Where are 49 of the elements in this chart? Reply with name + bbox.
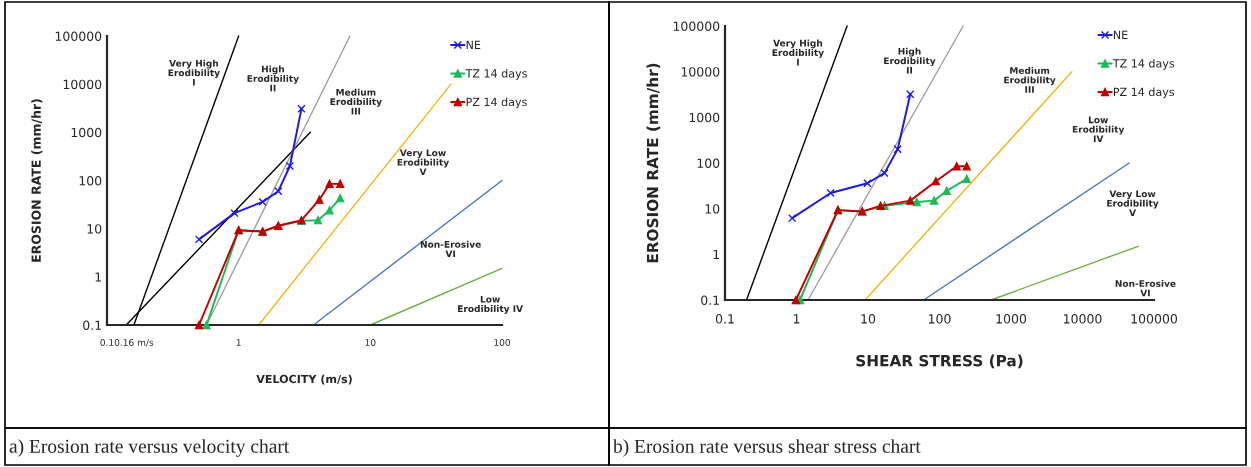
y-tick-label: 1: [95, 272, 101, 282]
y-tick-label: 1000: [689, 112, 720, 123]
y-axis-title: EROSION RATE (mm/hr): [31, 99, 43, 262]
y-tick-label: 100: [79, 175, 102, 186]
legend-label: NE: [1113, 30, 1128, 39]
y-tick-label: 0.1: [701, 295, 719, 305]
y-tick-label: 10000: [681, 67, 720, 77]
x-axis-title: SHEAR STRESS (Pa): [856, 354, 1023, 369]
y-axis-title: EROSION RATE (mm/hr): [646, 63, 661, 263]
annotation: Very High Erodibility I: [168, 59, 220, 86]
x-tick-label: 10: [861, 314, 876, 324]
x-tick-label: 1000: [996, 314, 1027, 324]
y-tick-label: 1000: [71, 127, 102, 138]
legend-label: TZ 14 days: [465, 68, 527, 80]
y-tick-label: 100: [697, 158, 720, 168]
x-tick-label: 100: [928, 314, 951, 324]
annotation: Very Low Erodibility V: [1107, 190, 1159, 217]
legend-label: TZ 14 days: [1112, 58, 1175, 70]
annotation: Medium Erodibility III: [1004, 66, 1056, 93]
annotation: Non-Erosive VI: [1115, 279, 1176, 297]
y-tick-label: 1: [713, 249, 719, 260]
annotation: Low Erodibility IV: [458, 295, 524, 314]
y-tick-label: 10: [87, 224, 102, 234]
annotation: Low Erodibility IV: [1072, 116, 1125, 143]
x-axis-title: VELOCITY (m/s): [256, 374, 352, 385]
legend-label: PZ 14 days: [1113, 87, 1175, 99]
x-tick-label: 1: [236, 339, 241, 346]
x-tick-label: 1: [793, 314, 800, 324]
y-tick-label: 10000: [63, 79, 102, 90]
y-tick-label: 10: [705, 204, 720, 214]
x-tick-label: 100: [494, 339, 511, 346]
x-tick-label: 10000: [1063, 314, 1102, 324]
annotation: Medium Erodibility III: [330, 88, 382, 115]
x-tick-label: 0.16 m/s: [114, 339, 154, 347]
annotation: Very High Erodibility I: [772, 39, 824, 66]
annotation: High Erodibility II: [884, 47, 936, 74]
y-tick-label: 100000: [55, 31, 102, 41]
x-tick-label: 0.1: [100, 339, 114, 346]
annotation: High Erodibility II: [247, 65, 299, 92]
text: a) Erosion rate versus velocity chart: [9, 439, 290, 457]
text: b) Erosion rate versus shear stress chart: [613, 439, 921, 457]
x-tick-label: 0.1: [715, 314, 734, 324]
legend-label: NE: [466, 40, 481, 49]
legend-label: PZ 14 days: [466, 97, 527, 109]
annotation: Non-Erosive VI: [420, 240, 481, 258]
y-tick-label: 100000: [673, 21, 720, 31]
x-tick-label: 100000: [1131, 314, 1178, 324]
annotation: Very Low Erodibility V: [397, 149, 449, 176]
x-tick-label: 10: [365, 339, 376, 346]
